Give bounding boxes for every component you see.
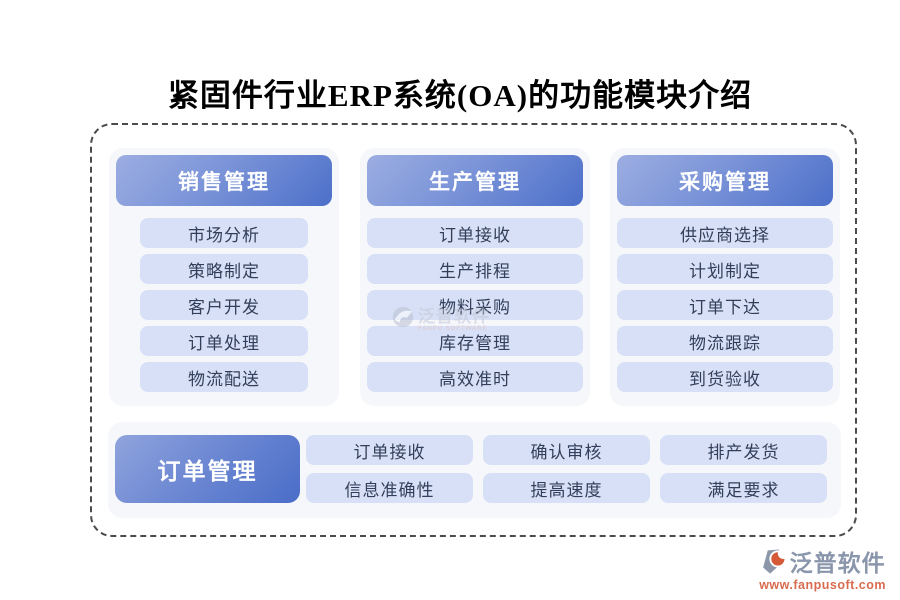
panel-procurement: 采购管理 供应商选择 计划制定 订单下达 物流跟踪 到货验收 [610,148,840,406]
sales-item-customer-dev: 客户开发 [140,290,308,320]
sales-item-list: 市场分析 策略制定 客户开发 订单处理 物流配送 [116,218,332,392]
vendor-brand-name: 泛普软件 [789,551,886,577]
production-item-on-time: 高效准时 [367,362,583,392]
page-title: 紧固件行业ERP系统(OA)的功能模块介绍 [167,78,753,113]
vendor-website: www.fanpusoft.com [759,577,886,592]
sales-item-market-analysis: 市场分析 [140,218,308,248]
production-item-material-purchase: 物料采购 [367,290,583,320]
production-item-inventory: 库存管理 [367,326,583,356]
procurement-item-arrival-inspection: 到货验收 [617,362,833,392]
module-header-order: 订单管理 [115,435,300,503]
order-item-meet-requirements: 满足要求 [660,473,827,503]
dashed-frame [90,123,857,537]
order-item-order-receive: 订单接收 [306,435,473,465]
procurement-item-supplier-select: 供应商选择 [617,218,833,248]
module-header-procurement: 采购管理 [617,155,833,206]
panel-production: 生产管理 订单接收 生产排程 物料采购 库存管理 高效准时 [360,148,590,406]
vendor-logo: 泛普软件 www.fanpusoft.com [759,548,886,592]
order-item-confirm-review: 确认审核 [483,435,650,465]
order-item-schedule-ship: 排产发货 [660,435,827,465]
order-item-speed-up: 提高速度 [483,473,650,503]
production-item-scheduling: 生产排程 [367,254,583,284]
procurement-item-logistics-tracking: 物流跟踪 [617,326,833,356]
module-header-sales: 销售管理 [116,155,332,206]
panel-sales: 销售管理 市场分析 策略制定 客户开发 订单处理 物流配送 [109,148,339,406]
order-item-info-accuracy: 信息准确性 [306,473,473,503]
sales-item-order-processing: 订单处理 [140,326,308,356]
vendor-logo-icon [760,548,788,581]
sales-item-strategy: 策略制定 [140,254,308,284]
procurement-item-order-release: 订单下达 [617,290,833,320]
procurement-item-list: 供应商选择 计划制定 订单下达 物流跟踪 到货验收 [617,218,833,392]
production-item-order-receive: 订单接收 [367,218,583,248]
panel-order-management: 订单管理 订单接收 确认审核 排产发货 信息准确性 提高速度 满足要求 [108,422,841,518]
procurement-item-planning: 计划制定 [617,254,833,284]
module-header-production: 生产管理 [367,155,583,206]
production-item-list: 订单接收 生产排程 物料采购 库存管理 高效准时 [367,218,583,392]
sales-item-logistics: 物流配送 [140,362,308,392]
